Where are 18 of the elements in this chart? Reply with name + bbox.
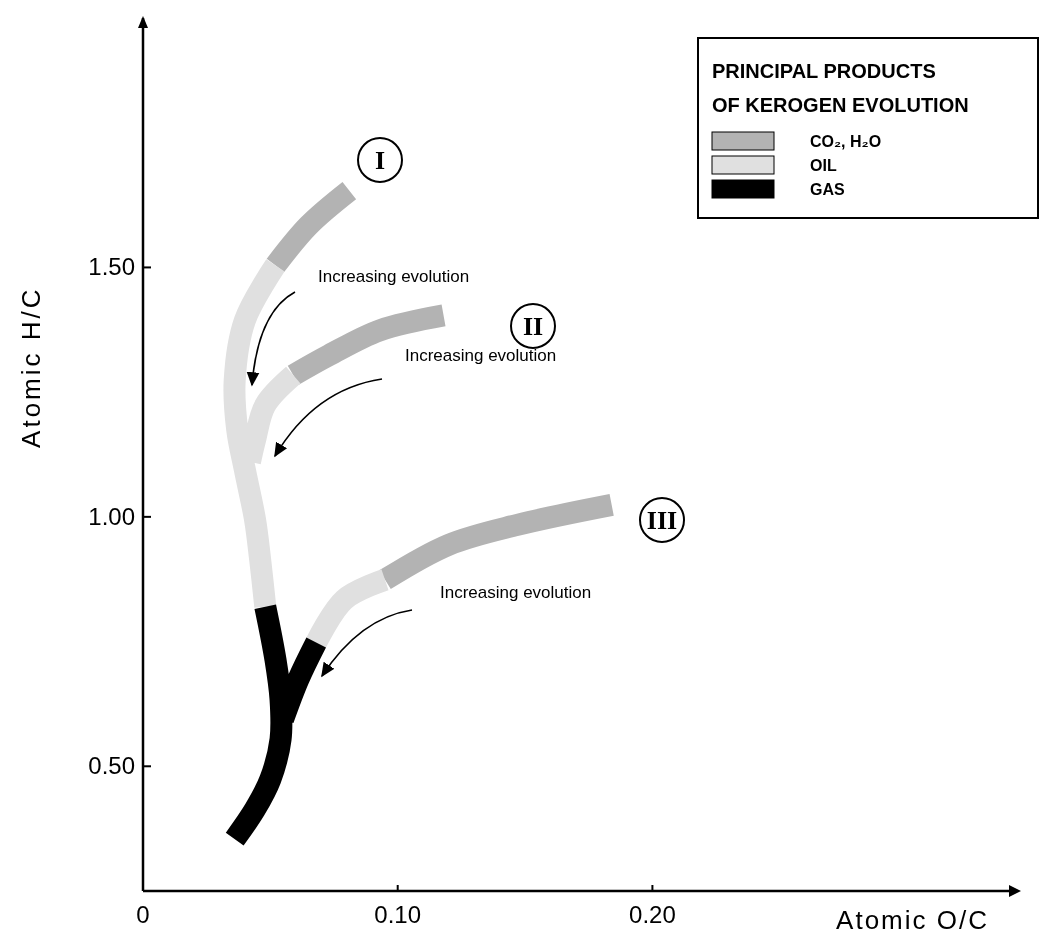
annotation: I (374, 146, 386, 175)
x-tick-label: 0.20 (629, 901, 676, 928)
y-tick-label: 1.00 (88, 502, 135, 530)
annotation: III (646, 506, 678, 535)
y-axis-title: Atomic H/C (16, 286, 46, 448)
annotation: Increasing evolution (405, 346, 557, 365)
annotation: Increasing evolution (440, 583, 592, 602)
y-tick-label: 1.50 (88, 253, 135, 281)
annotation: Increasing evolution (318, 267, 470, 286)
x-axis-title: Atomic O/C (836, 905, 989, 935)
legend-label: OIL (810, 157, 837, 174)
legend-title: PRINCIPAL PRODUCTS OF KEROGEN EVOLUTION (712, 60, 969, 116)
legend-label: GAS (810, 181, 845, 198)
legend-label: CO₂, H₂O (810, 133, 882, 150)
y-tick-label: 0.50 (88, 752, 135, 780)
x-tick-label: 0 (136, 901, 150, 928)
annotation: II (522, 312, 544, 341)
x-tick-label: 0.10 (374, 901, 422, 928)
